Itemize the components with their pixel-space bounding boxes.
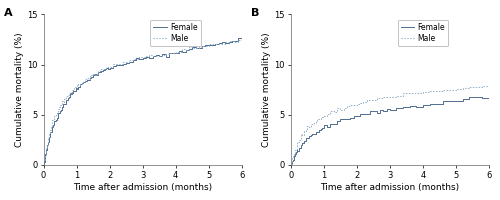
Male	[120, 61, 126, 63]
Female	[120, 62, 126, 65]
Female	[239, 36, 245, 39]
Male	[45, 136, 51, 138]
Male	[288, 162, 294, 165]
Male	[88, 74, 94, 77]
Female	[306, 135, 312, 137]
Line: Male: Male	[44, 39, 242, 165]
Legend: Female, Male: Female, Male	[398, 20, 448, 46]
Male	[298, 133, 304, 136]
Male	[40, 163, 46, 166]
X-axis label: Time after admission (months): Time after admission (months)	[320, 183, 460, 192]
Female	[102, 68, 107, 70]
Female	[312, 131, 318, 133]
Line: Female: Female	[291, 95, 489, 165]
Female	[44, 144, 50, 147]
Text: A: A	[4, 8, 12, 18]
Male	[312, 120, 318, 122]
Male	[310, 122, 316, 125]
Female	[298, 144, 304, 146]
Male	[44, 144, 50, 146]
Female	[45, 141, 51, 143]
Text: B: B	[251, 8, 260, 18]
Female	[88, 76, 94, 78]
Male	[314, 118, 320, 121]
Y-axis label: Cumulative mortality (%): Cumulative mortality (%)	[262, 32, 272, 147]
Female	[314, 131, 320, 133]
Female	[310, 133, 316, 135]
Male	[364, 99, 370, 102]
Female	[163, 55, 169, 58]
Y-axis label: Cumulative mortality (%): Cumulative mortality (%)	[15, 32, 24, 147]
Legend: Female, Male: Female, Male	[150, 20, 201, 46]
Line: Male: Male	[291, 86, 489, 164]
Male	[239, 38, 245, 40]
Male	[102, 68, 107, 70]
Female	[40, 163, 46, 165]
Male	[306, 126, 312, 128]
Female	[288, 163, 294, 166]
Female	[486, 94, 492, 97]
Line: Female: Female	[44, 37, 242, 164]
X-axis label: Time after admission (months): Time after admission (months)	[73, 183, 212, 192]
Male	[486, 85, 492, 88]
Male	[163, 53, 169, 55]
Female	[364, 112, 370, 115]
Male	[480, 85, 486, 87]
